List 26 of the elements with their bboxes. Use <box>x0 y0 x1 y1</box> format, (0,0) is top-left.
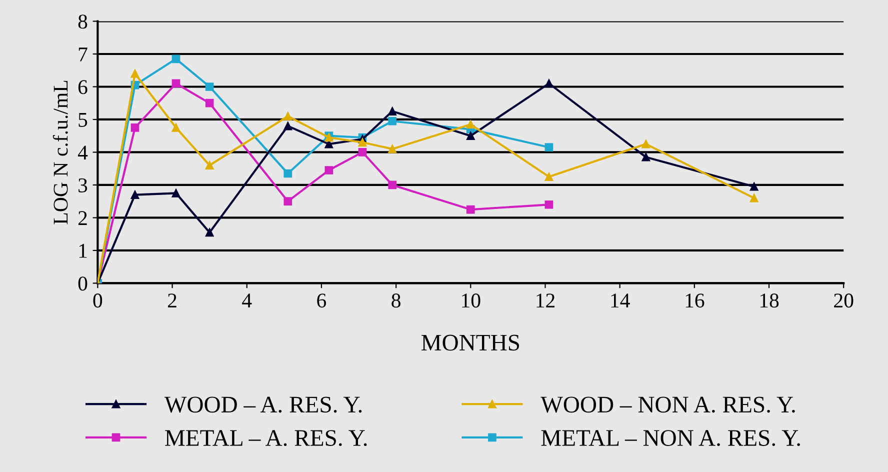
x-axis-title: MONTHS <box>421 334 520 351</box>
x-tick-label: 20 <box>834 294 854 308</box>
y-tick-label: 0 <box>78 276 88 291</box>
x-tick-label: 0 <box>93 294 102 308</box>
y-tick-label: 5 <box>78 113 88 127</box>
x-tick-label: 4 <box>242 294 252 308</box>
y-tick-label: 7 <box>78 48 88 62</box>
x-tick-label: 18 <box>760 294 779 308</box>
legend-label: METAL – A. RES. Y. <box>165 430 367 446</box>
y-axis-title: LOG N c.f.u./mL <box>52 80 68 224</box>
y-tick-label: 1 <box>79 244 87 258</box>
legend-label: METAL – NON A. RES. Y. <box>541 430 800 446</box>
y-tick-label: 8 <box>78 14 88 29</box>
x-tick-label: 12 <box>536 294 554 308</box>
y-tick-label: 6 <box>78 80 88 94</box>
x-tick-label: 10 <box>462 294 480 308</box>
x-tick-label: 8 <box>392 294 400 308</box>
x-tick-label: 6 <box>317 294 326 308</box>
legend-label: WOOD – A. RES. Y. <box>164 396 362 413</box>
y-tick-label: 3 <box>78 178 88 192</box>
x-tick-label: 16 <box>686 294 704 308</box>
y-tick-label: 2 <box>78 211 87 225</box>
y-tick-label: 4 <box>78 146 88 160</box>
legend-label: WOOD – NON A. RES. Y. <box>540 396 795 413</box>
x-tick-label: 2 <box>168 294 176 308</box>
x-tick-label: 14 <box>611 294 630 308</box>
